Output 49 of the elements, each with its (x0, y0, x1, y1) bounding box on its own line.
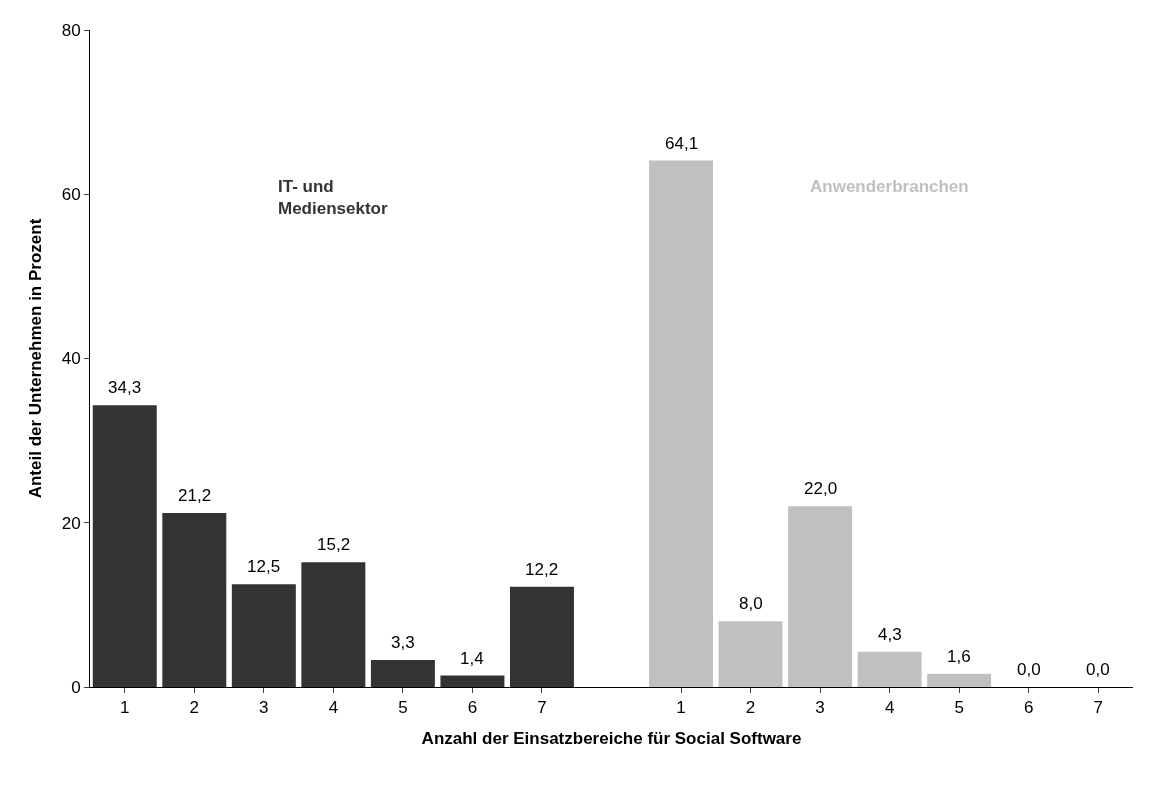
data-label: 15,2 (317, 535, 351, 554)
x-tick-label: 7 (1093, 698, 1103, 718)
bar (718, 621, 783, 687)
y-tick-label: 40 (61, 349, 81, 369)
x-tick-label: 1 (676, 698, 686, 718)
data-label: 0,0 (1086, 660, 1110, 679)
data-label: 0,0 (1017, 660, 1041, 679)
x-tick-label: 3 (815, 698, 825, 718)
data-label: 4,3 (878, 625, 902, 644)
bar (92, 405, 157, 687)
bar (440, 675, 505, 687)
y-tick-label: 80 (61, 20, 81, 40)
x-tick-label: 7 (537, 698, 547, 718)
data-label: 22,0 (804, 479, 838, 498)
bar (927, 673, 992, 687)
x-axis-title: Anzahl der Einsatzbereiche für Social Software (421, 728, 802, 748)
data-label: 21,2 (178, 486, 212, 505)
x-tick-label: 6 (467, 698, 478, 718)
bar (857, 651, 922, 687)
data-label: 34,3 (108, 378, 142, 397)
bar (509, 586, 574, 687)
text: Anwenderbranchen (810, 177, 969, 196)
y-tick-label: 0 (71, 677, 81, 697)
bar (162, 512, 227, 687)
bar (788, 506, 853, 687)
y-tick-label: 20 (61, 513, 81, 533)
bar (301, 562, 366, 687)
data-label: 3,3 (391, 633, 415, 652)
x-tick-label: 4 (328, 698, 339, 718)
data-label: 12,5 (247, 557, 281, 576)
x-tick-label: 5 (954, 698, 964, 718)
data-label: 64,1 (665, 134, 699, 153)
x-tick-label: 2 (745, 698, 756, 718)
bar (370, 659, 435, 687)
data-label: 1,4 (460, 649, 484, 668)
x-tick-label: 1 (120, 698, 130, 718)
y-axis-title: Anteil der Unternehmen in Prozent (26, 218, 46, 499)
x-tick-label: 5 (398, 698, 408, 718)
data-label: 1,6 (947, 647, 971, 666)
y-tick-label: 60 (61, 185, 81, 205)
x-tick-label: 4 (884, 698, 895, 718)
text: IT- und Mediensektor (278, 177, 388, 219)
bar (231, 584, 296, 687)
x-tick-label: 3 (259, 698, 269, 718)
x-tick-label: 6 (1023, 698, 1034, 718)
data-label: 12,2 (525, 560, 559, 579)
data-label: 8,0 (739, 594, 763, 613)
bar (649, 160, 714, 687)
x-tick-label: 2 (189, 698, 200, 718)
